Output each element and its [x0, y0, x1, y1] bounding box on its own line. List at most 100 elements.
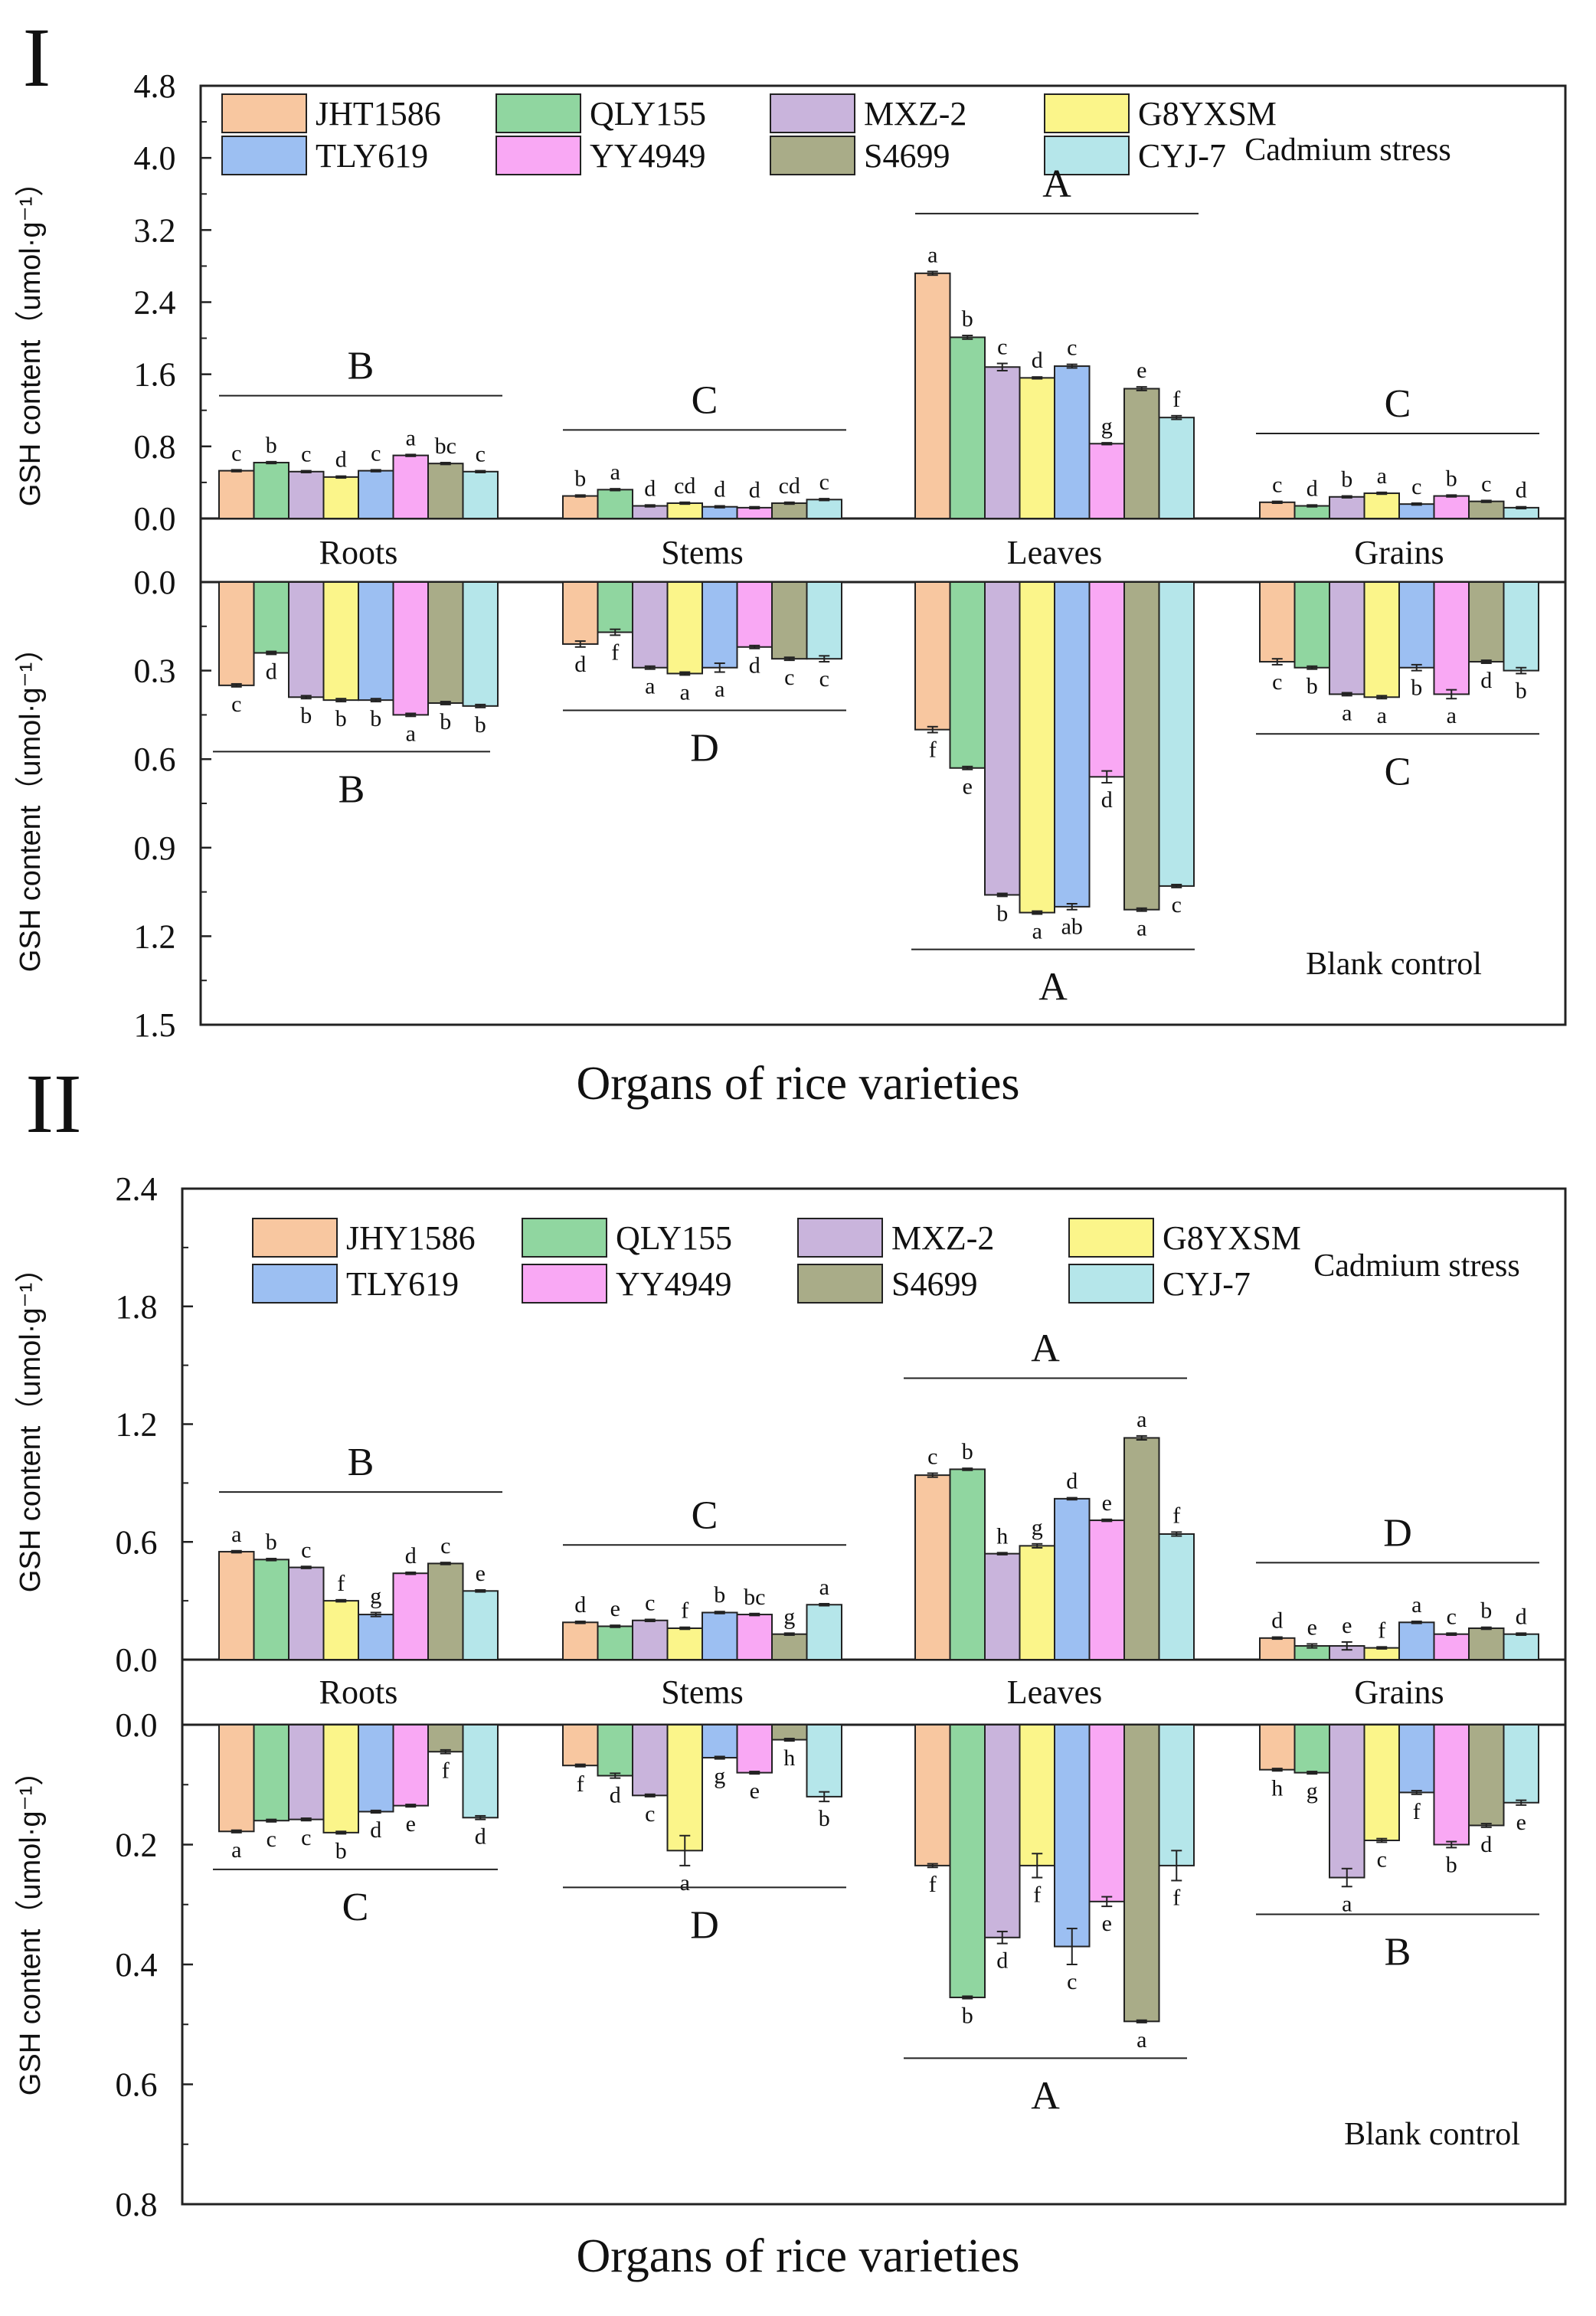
significance-letter: b — [335, 706, 347, 731]
significance-letter: f — [337, 1571, 345, 1596]
significance-letter: f — [577, 1771, 584, 1797]
category-label: Roots — [319, 1673, 398, 1711]
significance-letter: g — [370, 1584, 381, 1609]
bar-top — [1259, 1637, 1296, 1660]
significance-letter: b — [370, 706, 381, 731]
significance-letter: b — [440, 709, 451, 734]
significance-letter: f — [442, 1758, 450, 1784]
category-label: Grains — [1354, 1673, 1444, 1711]
significance-letter: d — [644, 476, 656, 501]
bar-bottom — [392, 1724, 429, 1807]
legend-label: QLY155 — [590, 95, 706, 132]
significance-letter: f — [929, 1872, 937, 1897]
legend-label: G8YXSM — [1163, 1219, 1301, 1257]
significance-letter: a — [406, 721, 416, 746]
bar-top — [702, 505, 738, 520]
bar-bottom — [562, 1724, 599, 1767]
bar-bottom — [322, 1724, 359, 1834]
bar-bottom — [949, 581, 986, 769]
y-tick-label: 0.9 — [134, 829, 176, 867]
significance-letter: e — [1307, 1615, 1317, 1641]
bar-bottom — [914, 581, 951, 731]
significance-letter: e — [406, 1811, 416, 1837]
group-letter: D — [1383, 1511, 1412, 1555]
bar-bottom — [1293, 581, 1330, 669]
bar-bottom — [1433, 1724, 1470, 1846]
bar-bottom — [1259, 1724, 1296, 1771]
significance-letter: a — [819, 1575, 829, 1600]
significance-letter: e — [1516, 1810, 1526, 1835]
bar-top — [771, 502, 808, 519]
bar-bottom — [632, 1724, 669, 1797]
significance-letter: f — [681, 1598, 688, 1624]
bar-top — [597, 1625, 633, 1660]
x-axis-label: Organs of rice varieties — [576, 1058, 1019, 1110]
bar-bottom — [771, 1724, 808, 1741]
y-tick-label: 1.5 — [134, 1006, 176, 1044]
y-tick-label: 0.6 — [134, 741, 176, 778]
significance-letter: b — [1341, 467, 1352, 492]
bar-top — [322, 1600, 359, 1660]
bar-bottom — [1503, 1724, 1539, 1804]
significance-letter: d — [1307, 476, 1318, 501]
group-letter: A — [1042, 162, 1071, 206]
group-letter: A — [1038, 966, 1068, 1009]
bar-bottom — [462, 581, 499, 707]
significance-letter: a — [1377, 463, 1387, 489]
bar-bottom — [288, 1724, 325, 1820]
bar-top — [1468, 500, 1505, 520]
legend-swatch — [495, 93, 581, 133]
significance-letter: d — [996, 1948, 1008, 1974]
significance-letter: b — [574, 466, 586, 491]
legend-swatch — [221, 136, 307, 175]
bar-bottom — [1363, 1724, 1400, 1842]
bar-bottom — [1468, 1724, 1505, 1827]
group-letter: C — [692, 378, 718, 422]
significance-letter: bc — [435, 433, 456, 459]
significance-letter: h — [996, 1523, 1008, 1549]
bar-top — [358, 469, 394, 519]
significance-letter: c — [1411, 474, 1421, 499]
bar-bottom — [1019, 581, 1055, 914]
bar-top — [632, 1619, 669, 1660]
bar-bottom — [736, 1724, 773, 1774]
blank-control-label: Blank control — [1306, 947, 1482, 982]
significance-letter: a — [645, 674, 655, 699]
significance-letter: a — [1411, 1592, 1421, 1618]
significance-letter: d — [266, 659, 277, 684]
bar-bottom — [1329, 1724, 1365, 1879]
bar-top — [1329, 496, 1365, 519]
legend-label: S4699 — [891, 1265, 977, 1303]
x-axis-label: Organs of rice varieties — [576, 2230, 1019, 2282]
significance-letter: g — [714, 1764, 725, 1789]
group-letter: B — [348, 345, 374, 388]
significance-letter: b — [996, 901, 1008, 926]
bar-bottom — [1363, 581, 1400, 698]
significance-letter: c — [1272, 473, 1282, 498]
bar-top — [1468, 1627, 1505, 1660]
significance-letter: a — [1447, 703, 1457, 728]
significance-letter: c — [1172, 892, 1182, 918]
bar-top — [702, 1611, 738, 1660]
significance-letter: c — [301, 1537, 311, 1562]
bar-bottom — [218, 1724, 255, 1833]
significance-letter: b — [1480, 1598, 1492, 1624]
y-axis-label-top: GSH content（umol·g⁻¹） — [15, 1254, 47, 1592]
significance-letter: b — [1307, 674, 1318, 699]
significance-letter: e — [1102, 1490, 1112, 1516]
significance-letter: b — [266, 433, 277, 458]
significance-letter: a — [1342, 1891, 1352, 1916]
significance-letter: c — [1377, 1847, 1387, 1872]
group-letter: D — [690, 726, 719, 770]
legend-label: JHY1586 — [346, 1219, 476, 1257]
bar-bottom — [1433, 581, 1470, 695]
significance-letter: e — [963, 774, 973, 800]
y-tick-label: 0.6 — [116, 1523, 158, 1561]
significance-letter: c — [819, 666, 829, 692]
significance-letter: e — [1342, 1613, 1352, 1638]
bar-top — [914, 272, 951, 519]
y-tick-label: 0.0 — [116, 1641, 158, 1679]
significance-letter: b — [1516, 678, 1527, 703]
bar-top — [427, 1562, 464, 1660]
legend-label: YY4949 — [590, 137, 706, 175]
